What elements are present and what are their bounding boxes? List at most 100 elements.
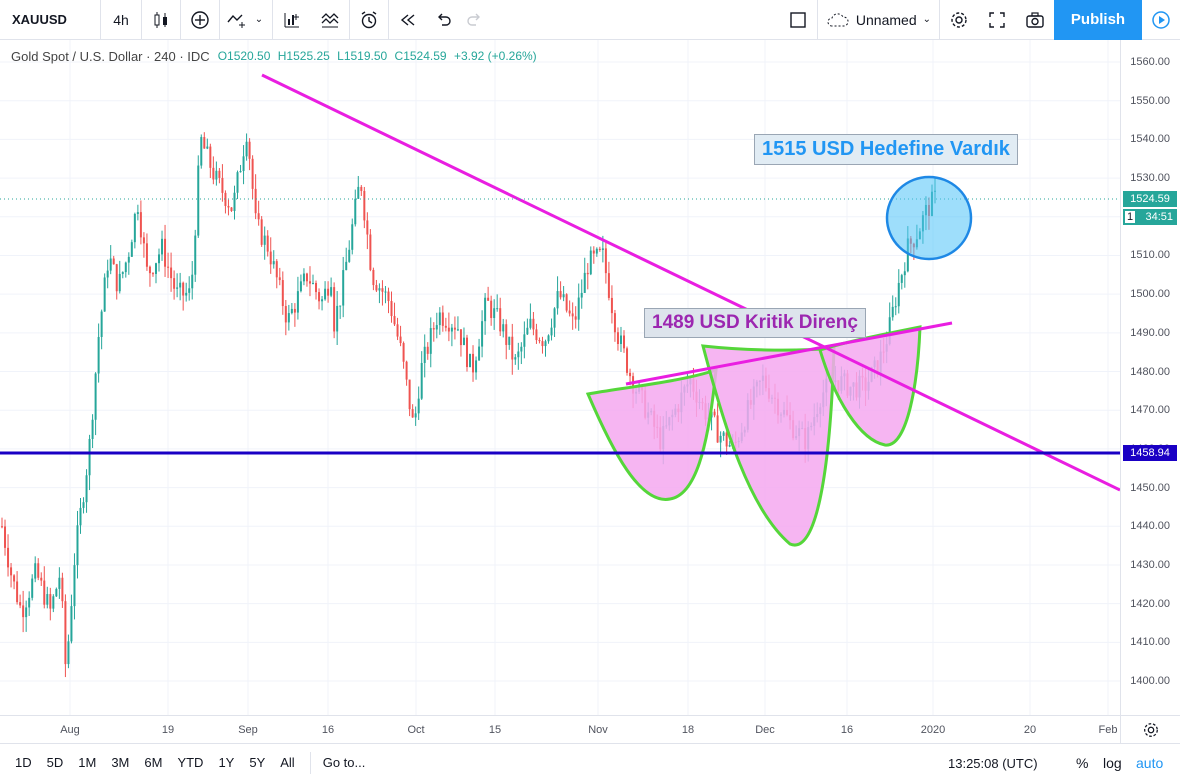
candle-body [580, 292, 583, 298]
log-toggle[interactable]: log [1103, 755, 1122, 771]
time-axis[interactable]: Aug 19 Sep 16 Oct 15 Nov 18 Dec 16 2020 20 Feb [0, 715, 1120, 743]
publish-button[interactable]: Publish [1054, 0, 1142, 40]
candle-body [230, 207, 233, 211]
candle-body [49, 594, 52, 609]
pattern-right-shoulder [818, 325, 922, 447]
candle-body [478, 346, 481, 361]
percent-toggle[interactable]: % [1076, 755, 1089, 771]
target-annotation[interactable]: 1515 USD Hedefine Vardık [754, 134, 1018, 165]
candle-body [327, 288, 330, 296]
candle-body [568, 310, 571, 314]
candle-body [517, 351, 520, 358]
range-button-ytd[interactable]: YTD [177, 755, 204, 770]
candle-body [354, 198, 357, 225]
price-axis-label: 1400.00 [1130, 675, 1170, 687]
add-indicator-icon[interactable] [181, 0, 219, 40]
candle-body [547, 335, 550, 342]
candle-body [13, 575, 16, 582]
price-axis[interactable]: 1560.001550.001540.001530.001520.001510.… [1120, 40, 1180, 715]
redo-icon[interactable] [459, 0, 491, 40]
clock[interactable]: 13:25:08 (UTC) [948, 755, 1038, 771]
candle-body [164, 238, 167, 267]
auto-toggle[interactable]: auto [1136, 755, 1164, 771]
candle-body [233, 192, 236, 211]
candle-body [287, 313, 290, 323]
range-button-5y[interactable]: 5Y [249, 755, 266, 770]
candle-body [444, 325, 447, 328]
candle-body [912, 243, 915, 248]
candle-body [532, 318, 535, 330]
indicators-icon[interactable] [273, 0, 311, 40]
time-axis-label: 15 [488, 724, 502, 736]
candle-body [61, 577, 64, 602]
candle-body [312, 282, 314, 284]
legend-high: H1525.25 [277, 49, 330, 63]
range-button-all[interactable]: All [280, 755, 295, 770]
candle-body [339, 305, 342, 307]
candle-body [623, 335, 625, 349]
candle-body [197, 165, 200, 236]
price-axis-label: 1450.00 [1130, 481, 1170, 494]
settings-gear-icon[interactable] [940, 0, 978, 40]
layout-square-icon[interactable] [779, 0, 817, 40]
replay-icon[interactable] [389, 0, 427, 40]
candle-body [589, 250, 592, 275]
play-circle-icon[interactable] [1142, 0, 1180, 40]
interval-button[interactable]: 4h [113, 11, 129, 28]
candle-body [133, 213, 136, 243]
compare-icon[interactable] [220, 0, 252, 40]
candle-body [604, 248, 607, 274]
undo-icon[interactable] [427, 0, 459, 40]
candle-body [459, 329, 462, 346]
candle-body [508, 336, 511, 345]
candle-body [91, 419, 94, 439]
range-button-1m[interactable]: 1M [78, 755, 97, 770]
price-axis-label: 1540.00 [1130, 133, 1170, 146]
candle-body [154, 263, 157, 274]
candle-body [399, 336, 402, 344]
resistance-annotation[interactable]: 1489 USD Kritik Direnç [644, 308, 866, 338]
time-axis-label: Dec [755, 724, 775, 736]
range-button-1d[interactable]: 1D [15, 755, 32, 770]
range-button-1y[interactable]: 1Y [218, 755, 235, 770]
candle-body [487, 297, 490, 301]
candle-body [82, 502, 85, 508]
chart-settings-icon[interactable] [1120, 715, 1180, 743]
candle-body [363, 190, 366, 221]
templates-icon[interactable] [311, 0, 349, 40]
candles-chart-type-icon[interactable] [142, 0, 180, 40]
goto-button[interactable]: Go to... [309, 751, 365, 774]
candle-body [426, 346, 429, 354]
time-axis-label: Sep [238, 724, 258, 736]
fullscreen-icon[interactable] [978, 0, 1016, 40]
camera-icon[interactable] [1016, 0, 1054, 40]
range-button-5d[interactable]: 5D [46, 755, 64, 770]
candle-body [46, 594, 49, 605]
range-button-3m[interactable]: 3M [111, 755, 130, 770]
candle-body [64, 601, 67, 665]
candle-body [423, 346, 426, 363]
chevron-down-icon[interactable]: ⌄ [254, 14, 264, 25]
range-button-6m[interactable]: 6M [144, 755, 163, 770]
candle-body [511, 336, 514, 360]
pattern-left-shoulder [585, 367, 718, 501]
candle-body [290, 308, 293, 314]
candle-body [719, 435, 722, 443]
candle-body [616, 332, 619, 345]
symbol-search-button[interactable]: XAUUSD [12, 12, 67, 27]
separator [141, 0, 142, 40]
alert-clock-icon[interactable] [350, 0, 388, 40]
candle-body [574, 316, 577, 320]
candle-body [148, 266, 151, 274]
candle-body [505, 324, 508, 345]
candle-body [248, 141, 251, 159]
candle-body [103, 277, 106, 312]
candle-body [333, 287, 336, 332]
separator [388, 0, 389, 40]
candle-body [31, 578, 34, 598]
save-layout-button[interactable]: Unnamed ⌄ [818, 0, 939, 40]
candle-body [900, 275, 903, 283]
candle-body [372, 269, 375, 286]
candle-body [456, 329, 459, 331]
candle-body [432, 328, 435, 330]
